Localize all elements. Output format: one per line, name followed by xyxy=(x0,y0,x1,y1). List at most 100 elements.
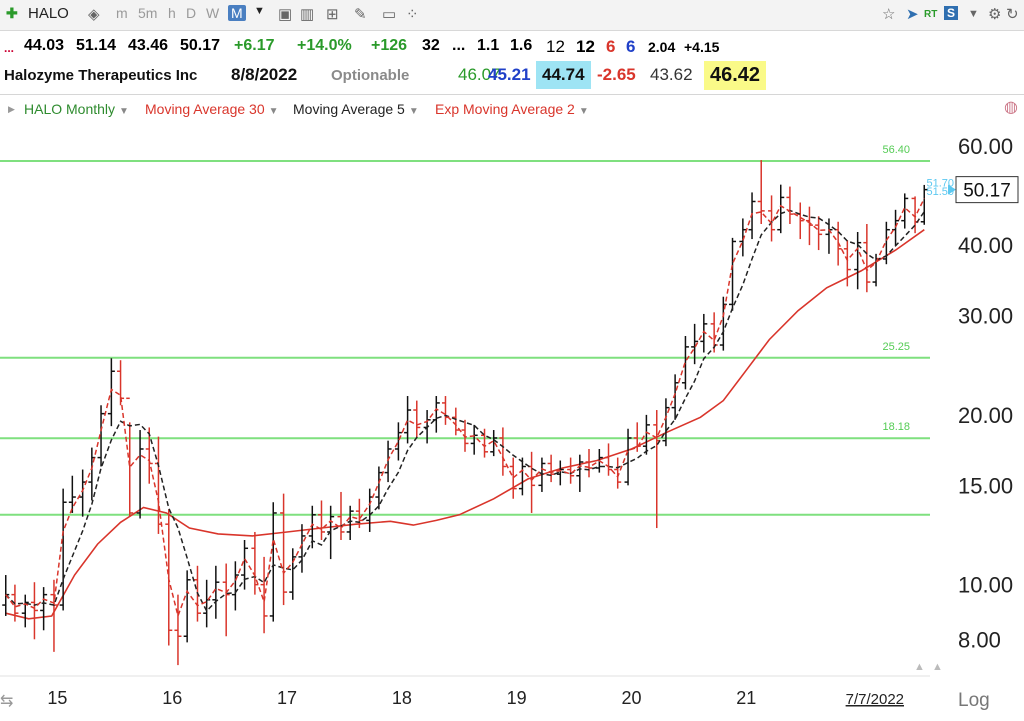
last-price-label: 50.17 xyxy=(963,181,1011,202)
ohlc-bar xyxy=(777,184,785,234)
toolbar: ✚ HALO ◈ m 5m h D W M ▼ ▣ ▥ ⊞ ✎ ▭ ⁘ ☆ ➤ … xyxy=(0,0,1024,31)
optionable-label: Optionable xyxy=(331,67,410,84)
star-icon[interactable]: ☆ xyxy=(882,6,896,23)
dots-icon[interactable]: ⁘ xyxy=(406,6,419,23)
ma5-line xyxy=(5,209,925,613)
ohlc-bar xyxy=(854,231,862,290)
ohlc-bar xyxy=(901,193,909,229)
ohlc-bar xyxy=(691,323,699,365)
y-tick-label: 8.00 xyxy=(958,627,1001,652)
x-tick-label: 21 xyxy=(736,688,756,708)
ohlc-bar xyxy=(538,457,546,492)
dropdown-icon[interactable]: ▼ xyxy=(968,8,979,20)
y-tick-label: 30.00 xyxy=(958,304,1013,329)
ohlc-bar xyxy=(882,221,890,265)
chevron-down-icon: ▼ xyxy=(408,106,419,117)
ohlc-bar xyxy=(317,500,325,540)
ohlc-bar xyxy=(241,539,249,590)
table-icon[interactable]: ⊞ xyxy=(326,6,339,23)
price-label-lower: 51.50 xyxy=(926,186,954,198)
info-f3: 44.74 xyxy=(536,61,591,89)
toggle-icon[interactable]: ◈ xyxy=(88,6,100,23)
collapse-icon[interactable]: ▶ xyxy=(8,104,15,114)
ohlc-bar xyxy=(289,548,297,600)
ohlc-bar xyxy=(805,206,813,246)
timeframe-hour[interactable]: h xyxy=(168,5,176,21)
timeframe-5min[interactable]: 5m xyxy=(138,5,158,21)
x-tick-label: 16 xyxy=(162,688,182,708)
camera-icon[interactable]: ▣ xyxy=(278,6,293,23)
ohlc-bar xyxy=(481,428,489,458)
symbol-label[interactable]: HALO xyxy=(28,5,69,22)
ohlc-bar xyxy=(452,407,460,436)
ohlc-bar xyxy=(136,430,144,519)
quote-v10: 2.04 xyxy=(648,39,676,55)
ohlc-bar xyxy=(21,594,29,628)
chat-icon[interactable]: ▭ xyxy=(382,6,397,23)
ohlc-bar xyxy=(920,184,928,225)
legend-halo-label: HALO Monthly xyxy=(24,101,116,117)
pencil-icon[interactable]: ✎ xyxy=(354,6,367,23)
ohlc-bar xyxy=(528,451,536,513)
ohlc-bar xyxy=(863,224,871,293)
legend-halo[interactable]: HALO Monthly ▼ xyxy=(24,101,129,117)
ohlc-bar xyxy=(154,436,162,534)
y-tick-label: 20.00 xyxy=(958,403,1013,428)
price-chart[interactable]: 56.40 25.25 18.18 60.00 40.00 30.00 20.00 15.0… xyxy=(0,122,1024,721)
date-label: 7/7/2022 xyxy=(846,691,904,708)
ohlc-bar xyxy=(432,396,440,433)
ohlc-bar xyxy=(757,160,765,225)
x-tick-label: 20 xyxy=(621,688,641,708)
ohlc-bar xyxy=(222,563,230,637)
ma30-line xyxy=(5,229,925,620)
ohlc-bar xyxy=(681,335,689,390)
ohlc-bar xyxy=(585,448,593,478)
ohlc-bar xyxy=(174,594,182,666)
ohlc-bar xyxy=(567,457,575,484)
timeframe-day[interactable]: D xyxy=(186,5,197,21)
ohlc-bar xyxy=(614,457,622,489)
timeframe-month[interactable]: M xyxy=(228,5,246,21)
legend-ema2[interactable]: Exp Moving Average 2 ▼ xyxy=(435,101,589,117)
ohlc-bar xyxy=(68,475,76,513)
support-line-label: 56.40 xyxy=(882,144,910,156)
add-icon[interactable]: ✚ xyxy=(6,5,18,21)
rt-icon[interactable]: RT xyxy=(924,9,938,20)
s-icon[interactable]: S xyxy=(944,6,959,20)
timeframe-week[interactable]: W xyxy=(206,5,220,21)
log-scale-toggle[interactable]: Log xyxy=(958,690,990,711)
ohlc-bar xyxy=(642,414,650,455)
y-tick-label: 40.00 xyxy=(958,233,1013,258)
palette-icon[interactable]: ◍ xyxy=(1004,99,1018,116)
y-tick-label: 15.00 xyxy=(958,473,1013,498)
timeframe-minute[interactable]: m xyxy=(116,5,128,21)
ohlc-bar xyxy=(441,396,449,425)
x-tick-label: 19 xyxy=(507,688,527,708)
last-price-box xyxy=(955,176,1019,204)
ohlc-bar xyxy=(203,579,211,628)
bar-chart-icon[interactable]: ▥ xyxy=(300,6,315,23)
ohlc-bar xyxy=(79,469,87,517)
quote-low: 43.46 xyxy=(128,37,169,54)
ohlc-bar xyxy=(729,237,737,311)
quote-row: ... 44.03 51.14 43.46 50.17 +6.17 +14.0%… xyxy=(0,31,1024,61)
refresh-icon[interactable]: ↻ xyxy=(1006,6,1019,23)
quote-v5: 1.6 xyxy=(510,37,533,54)
quote-close: 50.17 xyxy=(180,37,221,54)
quote-v1: +126 xyxy=(371,37,408,54)
gear-icon[interactable]: ⚙ xyxy=(988,6,1002,23)
ohlc-bar xyxy=(231,561,239,611)
quote-date: 8/8/2022 xyxy=(231,65,298,84)
ohlc-bar xyxy=(796,202,804,240)
legend-ma5[interactable]: Moving Average 5 ▼ xyxy=(293,101,419,117)
timeframe-dropdown-icon[interactable]: ▼ xyxy=(254,5,265,17)
pin-icon[interactable]: ➤ xyxy=(906,6,919,23)
scroll-left-icon[interactable]: ⇆ xyxy=(0,693,13,710)
legend-ma30[interactable]: Moving Average 30 ▼ xyxy=(145,101,279,117)
ohlc-bar xyxy=(547,454,555,483)
scroll-up-icon: ▲ xyxy=(932,661,943,673)
chevron-down-icon: ▼ xyxy=(578,106,589,117)
ohlc-bar xyxy=(719,296,727,351)
ohlc-bar xyxy=(327,505,335,560)
quote-prefix: ... xyxy=(4,41,15,55)
